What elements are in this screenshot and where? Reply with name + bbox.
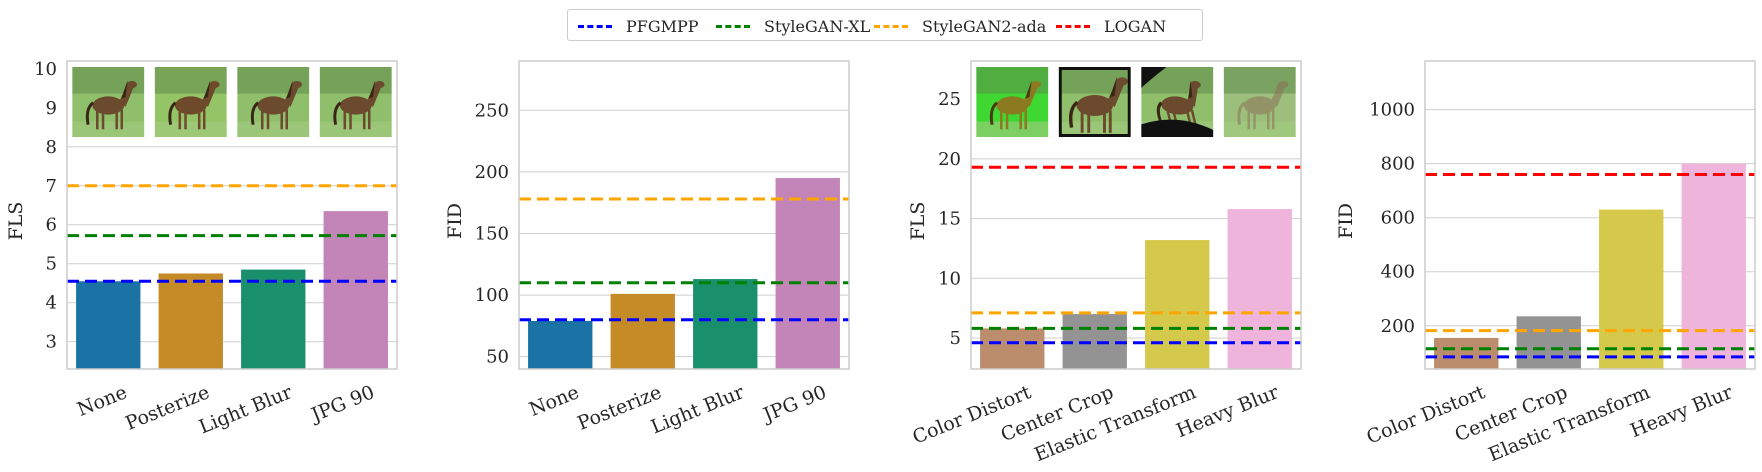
bar-4: [1681, 163, 1746, 369]
legend-item-pfgmpp: PFGMPP: [578, 10, 699, 42]
y-tick-label: 50: [486, 347, 509, 368]
thumbnail-image: [154, 67, 227, 137]
y-axis-label: FID: [444, 203, 466, 239]
y-tick-label: 600: [1381, 208, 1415, 229]
legend-item-logan: LOGAN: [1056, 10, 1166, 42]
thumbnail-image: [237, 67, 310, 137]
x-tick-label: JPG 90: [307, 381, 378, 427]
x-tick-label: Light Blur: [196, 381, 296, 439]
bar-4: [1227, 209, 1292, 369]
bar-4: [775, 178, 840, 369]
thumbnail-image: [976, 67, 1049, 137]
y-tick-label: 200: [1381, 316, 1415, 337]
thumbnail-image: [1223, 67, 1296, 137]
bar-2: [610, 293, 675, 369]
y-axis-label: FLS: [5, 202, 27, 241]
bar-1: [528, 320, 593, 369]
bar-1: [76, 281, 141, 369]
bar-3: [1145, 240, 1210, 369]
legend-label-pfgmpp: PFGMPP: [626, 16, 699, 36]
legend: PFGMPP StyleGAN-XL StyleGAN2-ada LOGAN: [567, 9, 1203, 41]
y-axis-label: FID: [1335, 203, 1357, 239]
bar-3: [693, 279, 758, 369]
legend-label-stylegan2-ada: StyleGAN2-ada: [922, 16, 1047, 36]
y-tick-label: 100: [475, 285, 509, 306]
y-tick-label: 6: [46, 215, 57, 236]
y-tick-label: 25: [938, 89, 961, 110]
legend-line-pfgmpp: [578, 24, 612, 28]
y-tick-label: 400: [1381, 262, 1415, 283]
y-tick-label: 7: [46, 176, 57, 197]
y-axis-label: FLS: [907, 202, 929, 241]
bar-1: [980, 328, 1045, 369]
thumbnail-image: [1058, 67, 1131, 137]
y-tick-label: 9: [46, 98, 57, 119]
legend-label-logan: LOGAN: [1104, 16, 1167, 36]
plot-frame: [1424, 60, 1756, 370]
legend-line-stylegan2-ada: [874, 24, 908, 28]
plot-frame: [518, 60, 850, 370]
thumbnail-image: [319, 67, 392, 137]
bar-2: [158, 273, 223, 369]
bar-3: [241, 269, 306, 369]
x-tick-label: JPG 90: [759, 381, 830, 427]
y-tick-label: 200: [475, 162, 509, 183]
legend-line-stylegan-xl: [716, 24, 750, 28]
legend-item-stylegan-xl: StyleGAN-XL: [716, 10, 870, 42]
plot-frame: [970, 60, 1302, 370]
x-tick-label: Light Blur: [648, 381, 748, 439]
bar-2: [1516, 316, 1581, 369]
y-tick-label: 5: [46, 254, 57, 275]
y-tick-label: 15: [938, 209, 961, 230]
y-tick-label: 10: [938, 268, 961, 289]
legend-item-stylegan2-ada: StyleGAN2-ada: [874, 10, 1046, 42]
plot-frame: [66, 60, 398, 370]
bar-3: [1599, 209, 1664, 369]
y-tick-label: 3: [46, 332, 57, 353]
y-tick-label: 20: [938, 149, 961, 170]
y-tick-label: 8: [46, 137, 57, 158]
y-tick-label: 150: [475, 223, 509, 244]
y-tick-label: 1000: [1369, 100, 1415, 121]
legend-line-logan: [1056, 24, 1090, 28]
y-tick-label: 800: [1381, 154, 1415, 175]
thumbnail-image: [1141, 67, 1214, 137]
bar-1: [1434, 337, 1499, 369]
thumbnail-image: [72, 67, 145, 137]
bar-4: [323, 211, 388, 369]
y-tick-label: 10: [34, 59, 57, 80]
legend-label-stylegan-xl: StyleGAN-XL: [764, 16, 871, 36]
y-tick-label: 4: [46, 293, 57, 314]
y-tick-label: 5: [950, 328, 961, 349]
y-tick-label: 250: [475, 100, 509, 121]
